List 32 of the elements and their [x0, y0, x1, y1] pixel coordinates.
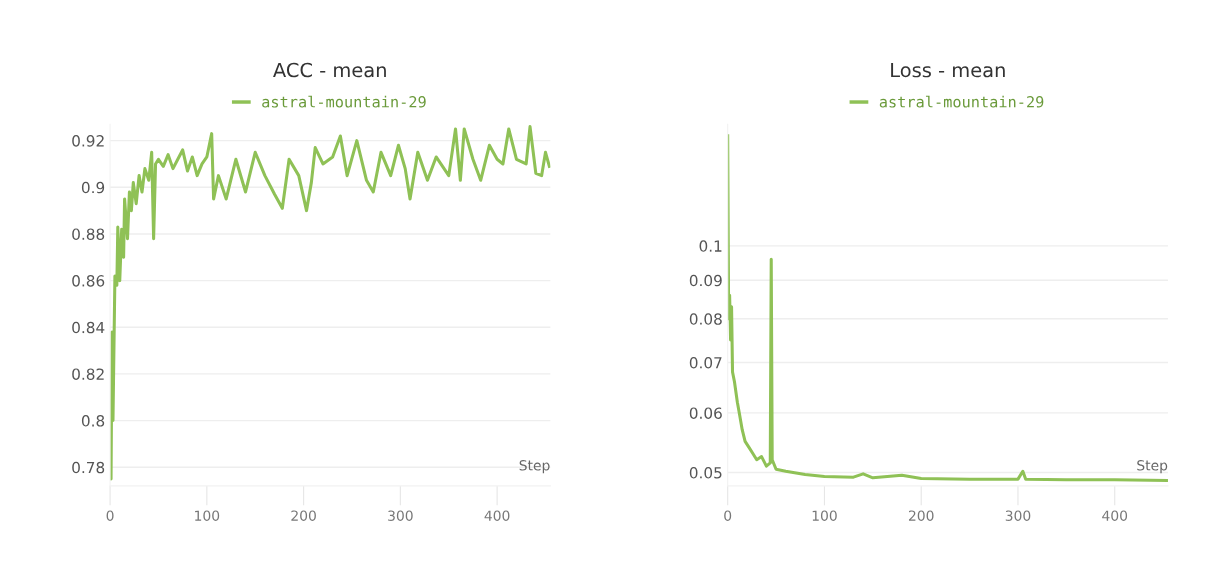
y-tick-label: 0.78: [72, 461, 105, 474]
x-tick-label: 300: [388, 510, 413, 521]
chart-title: ACC - mean: [273, 62, 386, 78]
y-tick-label: 0.1: [699, 240, 722, 252]
x-tick-label: 200: [908, 510, 934, 521]
x-tick-label: 200: [291, 510, 316, 521]
x-tick-label: 0: [724, 510, 732, 521]
x-tick-label: 0: [106, 510, 114, 521]
x-tick-label: 400: [1102, 510, 1128, 521]
x-tick-label: 100: [812, 510, 837, 521]
y-tick-label: 0.8: [81, 415, 105, 427]
x-axis-title: Step: [1137, 460, 1168, 474]
y-tick-label: 0.08: [689, 313, 722, 325]
x-tick-label: 100: [195, 510, 220, 521]
y-tick-label: 0.82: [72, 368, 104, 380]
y-tick-label: 0.84: [72, 321, 105, 334]
y-tick-label: 0.05: [689, 467, 722, 479]
y-tick-label: 0.9: [81, 181, 105, 194]
legend-label: astral-mountain-29: [879, 95, 1044, 108]
y-tick-label: 0.88: [72, 228, 105, 240]
x-tick-label: 400: [484, 510, 510, 521]
line-series: [110, 125, 551, 481]
y-tick-label: 0.09: [689, 274, 722, 287]
chart-title: Loss - mean: [891, 62, 1005, 78]
y-tick-label: 0.86: [72, 275, 105, 287]
x-axis-title: Step: [519, 460, 550, 474]
y-tick-label: 0.07: [689, 356, 722, 369]
line-series: [727, 134, 1168, 483]
y-tick-label: 0.06: [689, 407, 722, 419]
y-tick-label: 0.92: [72, 135, 104, 147]
legend-label: astral-mountain-29: [262, 95, 426, 108]
x-tick-label: 300: [1005, 510, 1031, 521]
